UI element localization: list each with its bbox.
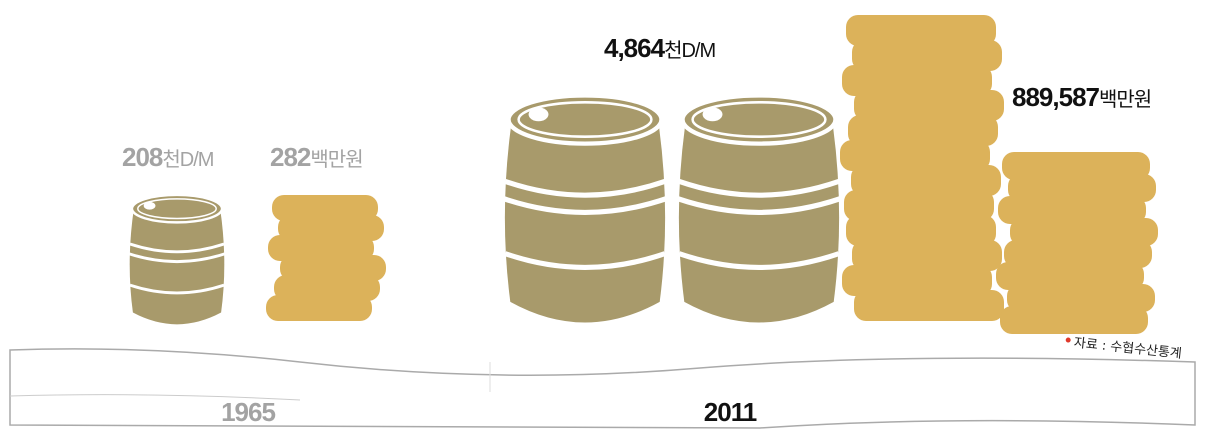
year-label: 2011 <box>704 397 757 427</box>
coin <box>1008 174 1156 202</box>
production-label: 208천D/M <box>122 142 214 172</box>
production-label: 4,864천D/M <box>604 33 715 63</box>
coin <box>998 196 1146 224</box>
year-label: 1965 <box>221 397 275 427</box>
coin <box>1010 218 1158 246</box>
source: 자료 : 수협수산통계 <box>1065 336 1182 362</box>
value: 889,587 <box>1012 82 1100 112</box>
coin <box>842 65 992 96</box>
coin <box>844 190 994 221</box>
unit: 천D/M <box>162 148 213 171</box>
coin <box>840 140 990 171</box>
coin <box>996 262 1144 290</box>
coin <box>272 195 378 221</box>
coin <box>1000 306 1148 334</box>
unit: 천D/M <box>664 39 715 62</box>
coin <box>854 90 1004 121</box>
bullet <box>1065 337 1071 343</box>
barrel-icon <box>504 95 667 322</box>
coin <box>848 115 998 146</box>
barrel-icon <box>678 95 841 322</box>
sales-label: 282백만원 <box>270 142 363 172</box>
sales-label: 889,587백만원 <box>1012 82 1151 112</box>
ribbon-fold <box>9 394 301 401</box>
coin-stacks <box>266 15 1158 334</box>
coin <box>854 290 1004 321</box>
coin <box>842 265 992 296</box>
coin <box>846 215 996 246</box>
coin <box>1007 284 1155 312</box>
timeline-ribbon <box>9 348 1196 429</box>
coin <box>278 215 384 241</box>
source-text: 자료 : 수협수산통계 <box>1073 336 1182 362</box>
value: 208 <box>122 142 163 172</box>
coin <box>852 40 1002 71</box>
coin <box>851 165 1001 196</box>
coin <box>280 255 386 281</box>
value: 282 <box>270 142 311 172</box>
unit: 백만원 <box>310 148 362 171</box>
coin <box>1004 240 1152 268</box>
coin <box>1002 152 1150 180</box>
coin <box>274 275 380 301</box>
coin <box>852 240 1002 271</box>
coin <box>846 15 996 46</box>
value: 4,864 <box>604 33 666 63</box>
barrel-icon <box>127 193 227 326</box>
unit: 백만원 <box>1099 88 1151 111</box>
coin <box>266 295 372 321</box>
coin <box>268 235 374 261</box>
